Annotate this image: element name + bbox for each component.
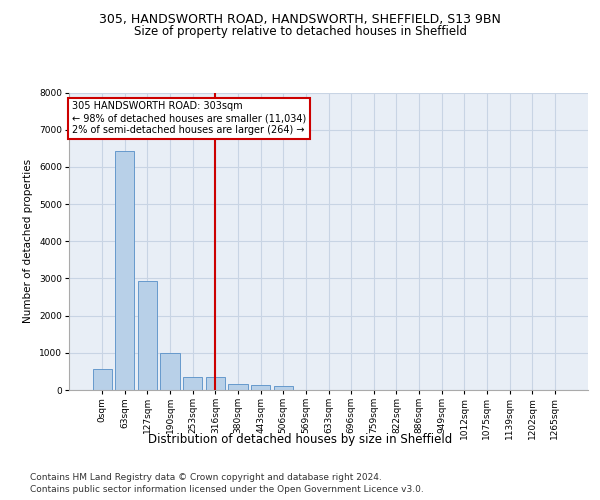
Bar [274,386,293,390]
Text: 305, HANDSWORTH ROAD, HANDSWORTH, SHEFFIELD, S13 9BN: 305, HANDSWORTH ROAD, HANDSWORTH, SHEFFI… [99,12,501,26]
Bar [183,377,202,390]
Bar [92,369,112,390]
Bar [138,282,157,390]
Bar [160,353,180,390]
Y-axis label: Number of detached properties: Number of detached properties [23,159,34,324]
Text: Distribution of detached houses by size in Sheffield: Distribution of detached houses by size … [148,432,452,446]
Bar [206,377,225,390]
Text: Contains HM Land Registry data © Crown copyright and database right 2024.: Contains HM Land Registry data © Crown c… [30,472,382,482]
Bar [229,384,248,390]
Text: Size of property relative to detached houses in Sheffield: Size of property relative to detached ho… [133,25,467,38]
Bar [115,150,134,390]
Text: 305 HANDSWORTH ROAD: 303sqm
← 98% of detached houses are smaller (11,034)
2% of : 305 HANDSWORTH ROAD: 303sqm ← 98% of det… [71,102,306,134]
Text: Contains public sector information licensed under the Open Government Licence v3: Contains public sector information licen… [30,485,424,494]
Bar [251,384,270,390]
